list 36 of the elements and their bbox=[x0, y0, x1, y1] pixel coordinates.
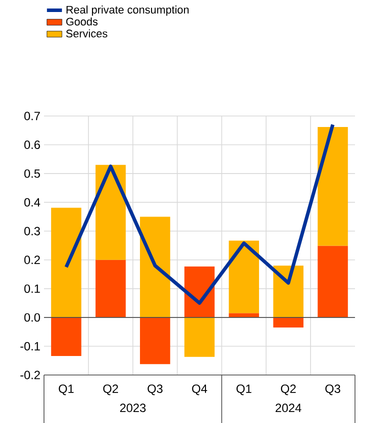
bar bbox=[273, 317, 304, 328]
x-tick-label: Q3 bbox=[325, 384, 340, 396]
y-tick-label: 0.5 bbox=[24, 169, 40, 178]
x-tick-label: Q3 bbox=[148, 384, 163, 396]
bar bbox=[318, 126, 348, 246]
legend-label: Goods bbox=[66, 17, 98, 26]
x-tick-label: Q2 bbox=[280, 384, 296, 396]
y-tick-label: 0.0 bbox=[24, 313, 40, 322]
text: 2023 bbox=[120, 404, 146, 412]
bar bbox=[96, 260, 126, 318]
x-tick-label: Q1 bbox=[236, 384, 252, 396]
y-tick-label: 0.3 bbox=[24, 226, 40, 236]
bar bbox=[318, 246, 348, 318]
bar bbox=[140, 216, 170, 318]
text: 2024 bbox=[276, 404, 302, 412]
y-tick-label: 0.4 bbox=[24, 198, 40, 207]
bar bbox=[96, 164, 126, 260]
bar bbox=[140, 317, 170, 364]
bar bbox=[184, 317, 215, 357]
bar bbox=[51, 208, 82, 318]
line-series bbox=[64, 122, 335, 305]
y-tick-label: 0.1 bbox=[24, 284, 40, 293]
y-tick-label: -0.2 bbox=[20, 370, 40, 380]
y-tick-label: 0.6 bbox=[24, 140, 40, 150]
bar bbox=[228, 240, 260, 314]
y-tick-label: -0.1 bbox=[20, 342, 40, 350]
x-tick-label: Q4 bbox=[192, 384, 208, 396]
y-tick-label: 0.2 bbox=[24, 256, 40, 264]
bar bbox=[228, 313, 260, 318]
x-tick-label: Q1 bbox=[58, 384, 74, 396]
legend-label: Real private consumption bbox=[66, 6, 189, 16]
legend-label: Services bbox=[66, 29, 108, 38]
bar bbox=[273, 266, 304, 318]
x-tick-label: Q2 bbox=[103, 384, 118, 396]
bar bbox=[51, 317, 82, 356]
y-tick-label: 0.7 bbox=[24, 112, 40, 120]
